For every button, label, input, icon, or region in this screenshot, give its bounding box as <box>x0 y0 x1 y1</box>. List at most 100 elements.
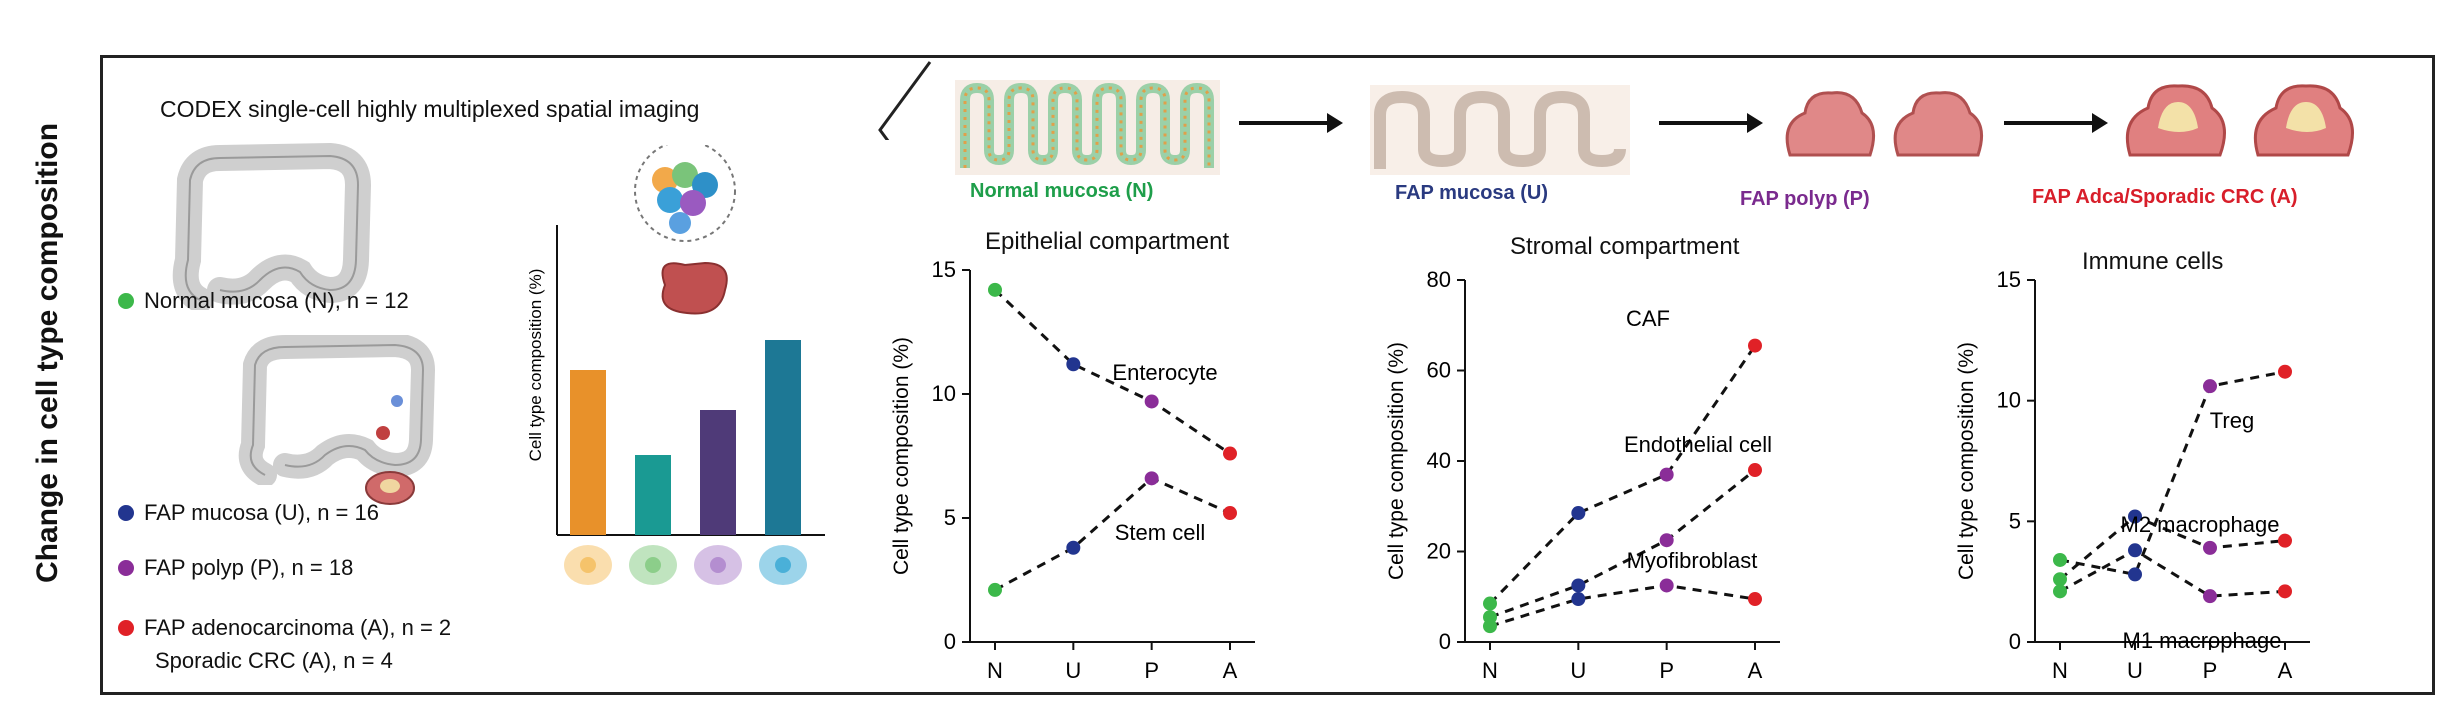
legend-dot-fap-mucosa <box>118 505 134 521</box>
arrow-1 <box>1239 113 1343 133</box>
x-tick-label: P <box>2203 658 2218 683</box>
y-tick-label: 10 <box>1997 388 2021 413</box>
legend-dot-adenocarcinoma <box>118 620 134 636</box>
side-title-text: Change in cell type composition <box>31 122 64 584</box>
y-tick-label: 60 <box>1427 358 1451 383</box>
data-point <box>1483 619 1497 634</box>
bar-schematic-ylabel: Cell type composition (%) <box>526 269 545 462</box>
data-point <box>2053 552 2067 567</box>
data-point <box>1659 533 1674 548</box>
x-tick-label: A <box>1748 658 1763 683</box>
codex-title: CODEX single-cell highly multiplexed spa… <box>160 96 700 122</box>
data-point <box>2278 584 2292 599</box>
chart-title-stromal: Stromal compartment <box>1510 233 1740 260</box>
series-label: Enterocyte <box>1112 360 1217 385</box>
y-tick-label: 0 <box>1439 629 1451 654</box>
normal-mucosa-illustration <box>955 80 1220 175</box>
schematic-bar <box>700 410 736 535</box>
y-axis-label: Cell type composition (%) <box>1385 342 1408 580</box>
y-tick-label: 80 <box>1427 267 1451 292</box>
legend-item-normal: Normal mucosa (N), n = 12 <box>118 288 409 314</box>
x-tick-label: U <box>1570 658 1586 683</box>
fap-lesion-red <box>376 426 390 440</box>
data-point <box>2203 540 2217 555</box>
series-label: CAF <box>1626 306 1670 331</box>
data-point <box>1144 471 1159 486</box>
series-line <box>1489 468 1756 619</box>
schematic-cell-nucleus <box>580 557 596 573</box>
y-tick-label: 15 <box>932 257 956 282</box>
schematic-cell-nucleus <box>645 557 661 573</box>
fap-mucosa-illustration <box>1370 85 1630 175</box>
epithelial-chart: 0 5 10 15 N U P A Cell type composition (%) Enter… <box>890 257 1255 683</box>
y-axis-label: Cell type composition (%) <box>890 337 913 575</box>
x-tick-label: N <box>987 658 1003 683</box>
legend-item-fap-mucosa: FAP mucosa (U), n = 16 <box>118 500 379 526</box>
fap-polyp-illustration <box>1785 91 1984 157</box>
series-label: Myofibroblast <box>1627 548 1758 573</box>
data-point <box>1748 592 1762 607</box>
y-tick-label: 15 <box>1997 267 2021 292</box>
schematic-cell-nucleus <box>775 557 791 573</box>
data-point <box>1066 540 1081 555</box>
x-tick-label: N <box>1482 658 1498 683</box>
data-point <box>2203 589 2217 604</box>
data-point <box>1659 467 1674 482</box>
data-point <box>1571 506 1586 521</box>
arrow-3 <box>2004 113 2108 133</box>
data-point <box>1748 463 1762 478</box>
stromal-chart: 0 20 40 60 80 N U P A Cell type composition (%) CA… <box>1385 267 1780 683</box>
immune-chart: 0 5 10 15 N U P A Cell type composition (%) Treg M… <box>1955 267 2310 683</box>
x-tick-label: P <box>1659 658 1674 683</box>
stage-label-fap-mucosa: FAP mucosa (U) <box>1395 182 1548 204</box>
series-label: M2 macrophage <box>2121 512 2280 537</box>
colon-illustration-normal <box>172 142 372 310</box>
carcinoma-illustration <box>2125 84 2354 157</box>
legend-label-fap-polyp: FAP polyp (P), n = 18 <box>144 555 354 580</box>
series-label: Stem cell <box>1115 520 1205 545</box>
x-tick-label: A <box>2278 658 2293 683</box>
figure-side-title: Change in cell type composition <box>0 0 96 706</box>
legend-label-fap-adenocarcinoma: FAP adenocarcinoma (A), n = 2 <box>144 615 452 640</box>
data-point <box>2053 584 2067 599</box>
schematic-bar <box>570 370 606 535</box>
schematic-bar <box>765 340 801 535</box>
stage-label-fap-polyp: FAP polyp (P) <box>1740 188 1870 210</box>
arrow-2 <box>1659 113 1763 133</box>
chart-title-immune: Immune cells <box>2082 248 2224 275</box>
data-point <box>2128 567 2142 582</box>
data-point <box>2203 379 2217 394</box>
schematic-cell-nucleus <box>710 557 726 573</box>
data-point <box>1571 592 1586 607</box>
data-point <box>2128 509 2142 524</box>
data-point <box>2278 533 2292 548</box>
legend-label-fap-mucosa: FAP mucosa (U), n = 16 <box>144 500 379 525</box>
legend-dot-normal <box>118 293 134 309</box>
legend-label-sporadic-crc: Sporadic CRC (A), n = 4 <box>155 648 393 673</box>
x-tick-label: A <box>1223 658 1238 683</box>
x-tick-label: U <box>2127 658 2143 683</box>
series-line <box>993 288 1231 455</box>
y-axis-label: Cell type composition (%) <box>1955 342 1978 580</box>
legend-item-fap-polyp: FAP polyp (P), n = 18 <box>118 555 353 581</box>
y-tick-label: 5 <box>2009 508 2021 533</box>
data-point <box>1223 446 1237 461</box>
x-tick-label: P <box>1144 658 1159 683</box>
chart-title-epithelial: Epithelial compartment <box>985 228 1230 255</box>
x-tick-label: U <box>1065 658 1081 683</box>
bar-schematic: Cell type composition (%) <box>526 145 825 585</box>
tumor-shape <box>661 261 728 315</box>
x-tick-label: N <box>2052 658 2068 683</box>
colon-illustration-fap <box>238 335 436 485</box>
polyp-small-icon <box>365 471 415 505</box>
y-tick-label: 0 <box>2009 629 2021 654</box>
legend-item-sporadic-crc: Sporadic CRC (A), n = 4 <box>155 648 393 674</box>
data-point <box>1748 338 1762 353</box>
left-bracket <box>878 61 932 140</box>
series-label: Endothelial cell <box>1624 432 1772 457</box>
y-tick-label: 0 <box>944 629 956 654</box>
y-tick-label: 40 <box>1427 448 1451 473</box>
series-line <box>2059 514 2286 581</box>
legend-dot-fap-polyp <box>118 560 134 576</box>
data-point <box>1223 506 1237 521</box>
